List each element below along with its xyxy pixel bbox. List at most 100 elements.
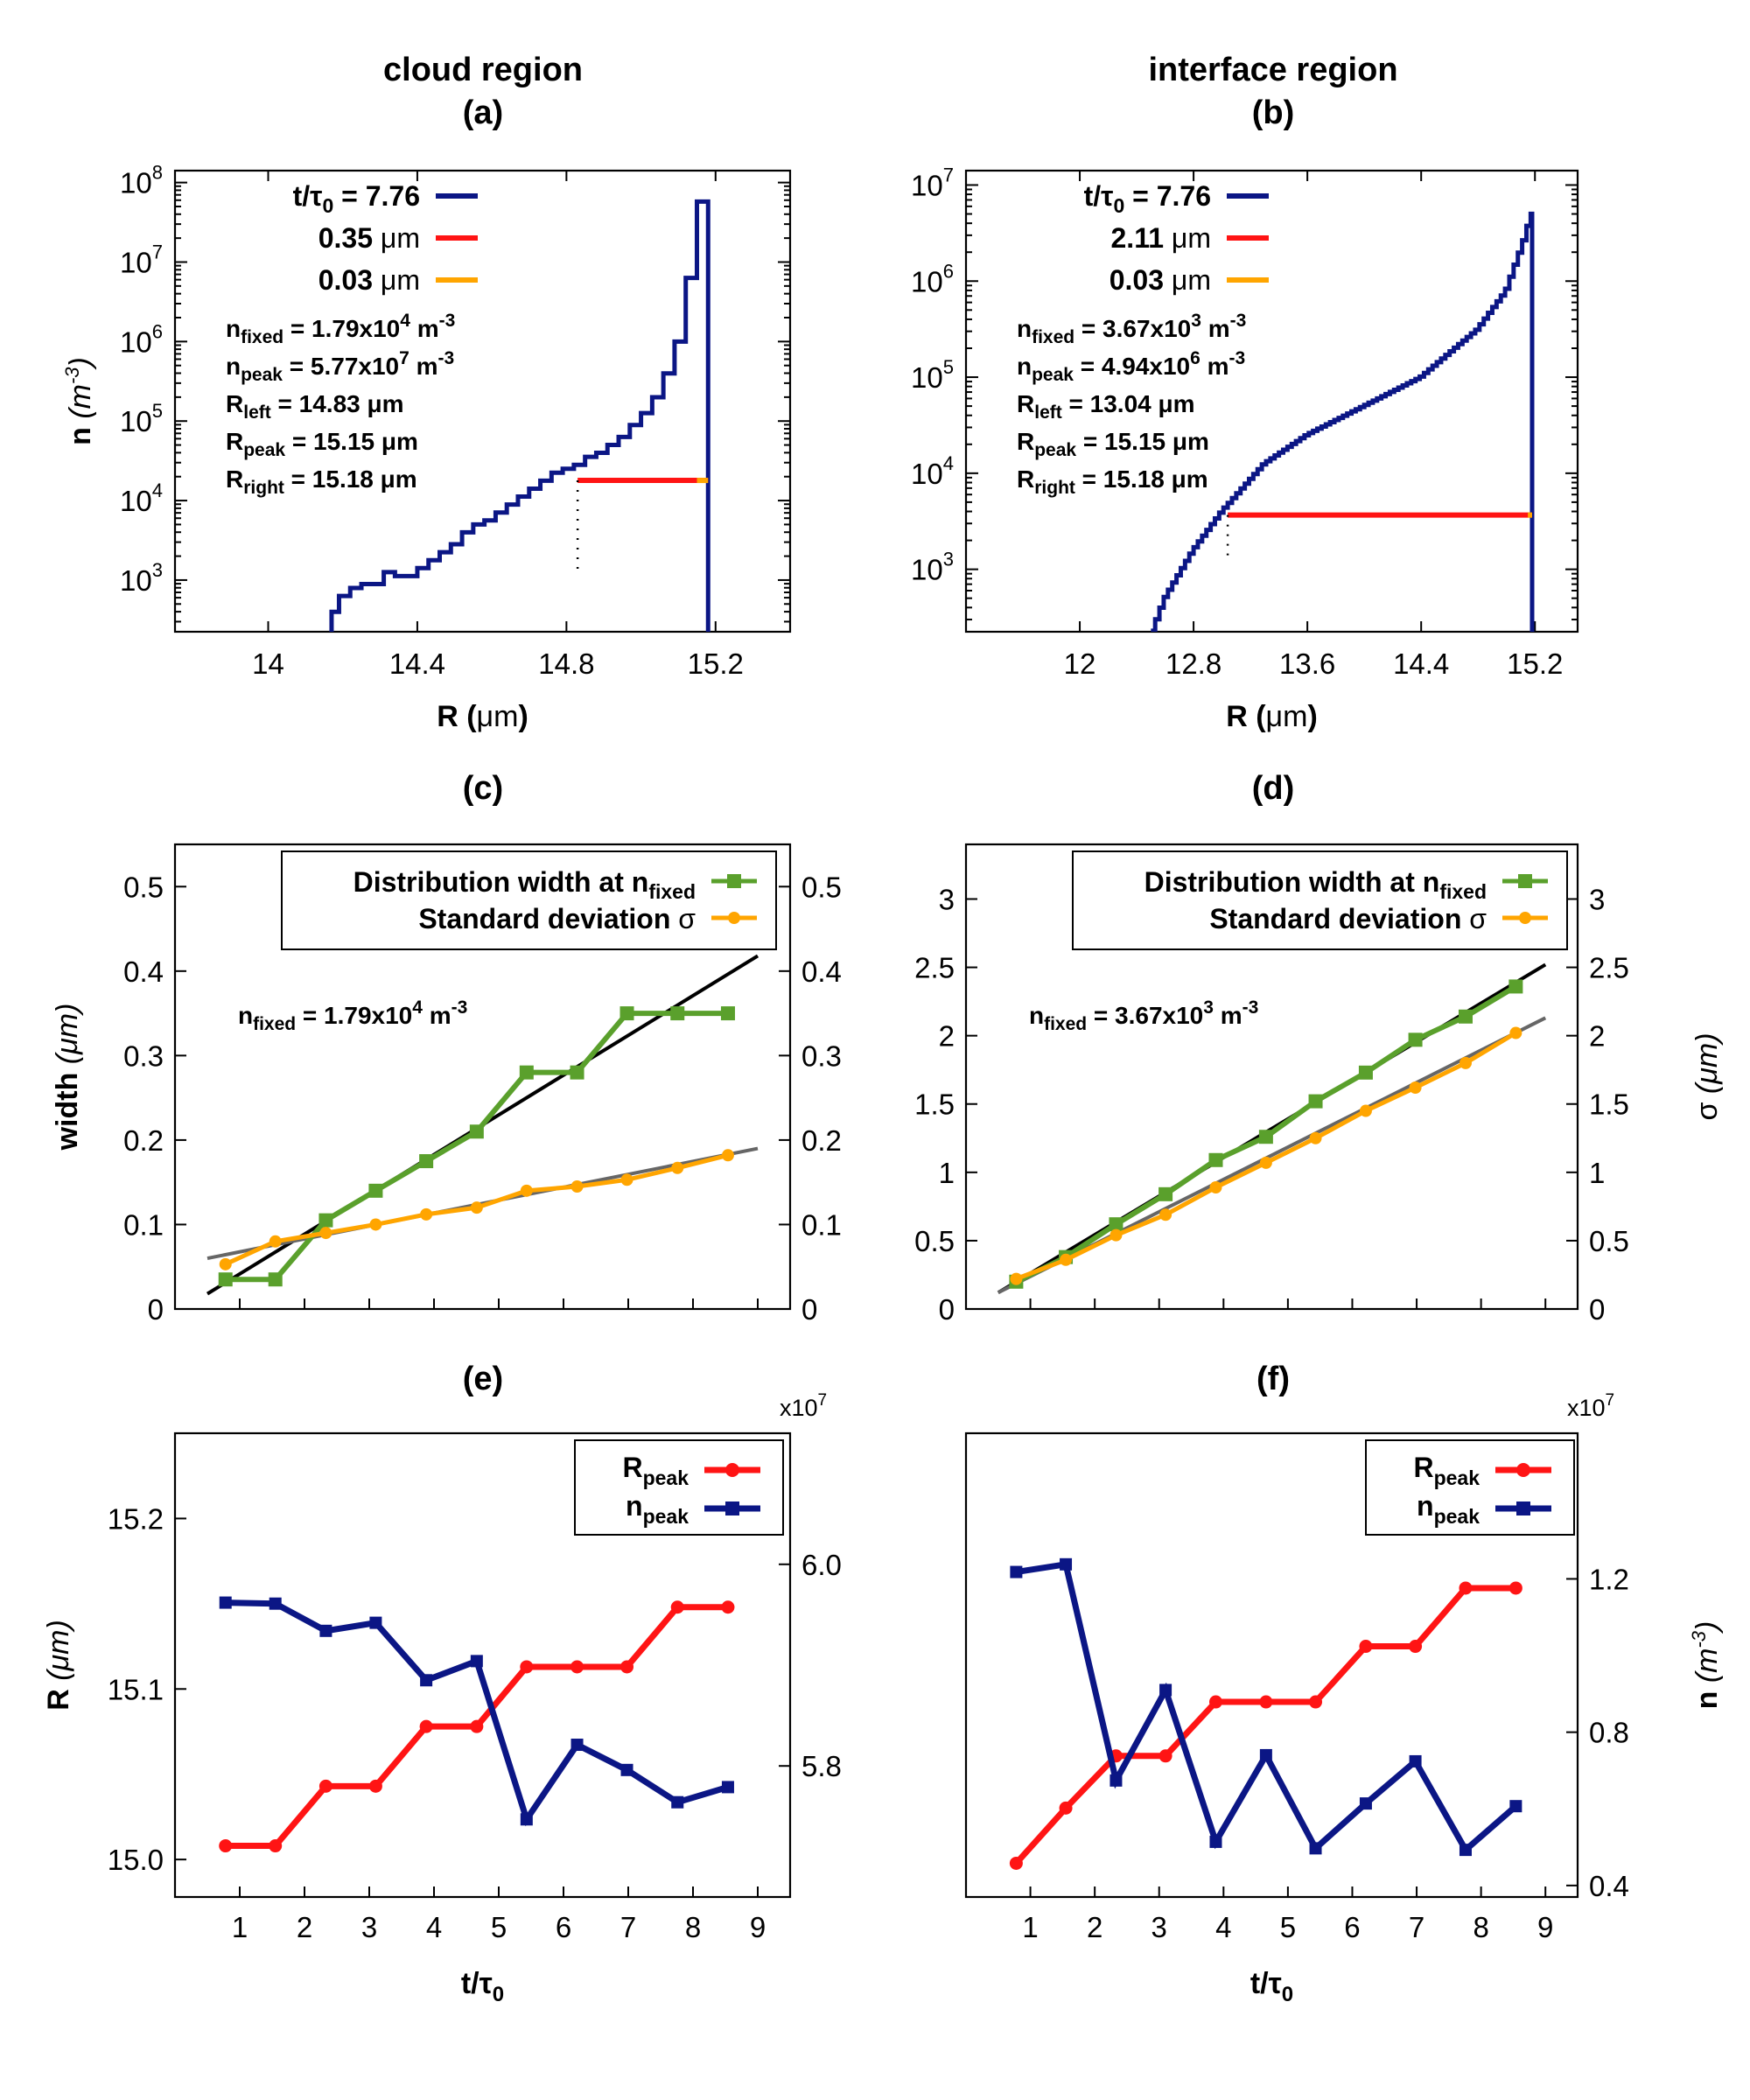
y-tick-label: 105 <box>911 356 954 394</box>
panel-b-histogram: 12 12.8 13.6 14.4 15.2 103 104 105 106 107 R (μm) t… <box>911 164 1579 733</box>
y-tick-label: 15.0 <box>108 1844 164 1876</box>
x-tick-label: 4 <box>426 1911 442 1943</box>
data-point-rpeak <box>368 1779 382 1793</box>
annotation-n-peak: npeak = 5.77x107 m-3 <box>226 348 454 385</box>
legend-label: 2.11 μm <box>1111 222 1212 254</box>
x-tick-label: 3 <box>1152 1911 1167 1943</box>
label-d: (d) <box>1252 770 1295 807</box>
data-point-rpeak <box>269 1839 283 1853</box>
data-point-sigma <box>470 1201 483 1214</box>
annotation-nfixed: nfixed = 1.79x104 m-3 <box>238 998 467 1034</box>
y-tick-label: 2.5 <box>914 952 955 984</box>
data-point-rpeak <box>520 1660 534 1674</box>
right-y-tick-label: 0.8 <box>1589 1717 1629 1749</box>
legend-label: Distribution width at nfixed <box>354 866 696 903</box>
axis-multiplier: x107 <box>1567 1391 1614 1421</box>
label-e: (e) <box>463 1361 503 1397</box>
data-point-width <box>1258 1130 1273 1144</box>
annotation-R-left: Rleft = 13.04 μm <box>1017 390 1195 423</box>
y-tick-label: 0 <box>148 1293 164 1326</box>
data-point-npeak <box>269 1597 282 1610</box>
heading-interface-region: interface region <box>1148 52 1397 88</box>
data-point-width <box>570 1065 584 1080</box>
right-y-tick-label: 0.3 <box>802 1040 842 1072</box>
legend-label: t/τ0 = 7.76 <box>293 180 420 217</box>
data-point-npeak <box>1409 1754 1422 1768</box>
x-tick-label: 6 <box>556 1911 571 1943</box>
y-tick-label: 107 <box>120 241 163 278</box>
x-tick-label: 15.2 <box>1507 648 1563 680</box>
data-point-width <box>368 1183 383 1198</box>
x-axis-label: R (μm) <box>437 700 528 733</box>
annotation-R-peak: Rpeak = 15.15 μm <box>226 428 418 460</box>
y-axis-label: width (μm) <box>51 1004 84 1152</box>
y-axis-label: σ (μm) <box>1690 1032 1724 1120</box>
data-point-sigma <box>420 1208 433 1221</box>
x-tick-label: 14.8 <box>538 648 594 680</box>
series-line-Rpeak <box>1013 1585 1516 1866</box>
data-point-sigma <box>319 1227 332 1240</box>
annotation-nfixed: nfixed = 3.67x103 m-3 <box>1029 998 1258 1034</box>
data-point-sigma <box>1110 1228 1123 1242</box>
legend-marker <box>727 874 741 888</box>
x-tick-label: 2 <box>297 1911 312 1943</box>
data-point-width <box>519 1065 534 1080</box>
legend-label: 0.35 μm <box>318 222 420 254</box>
heading-cloud-region: cloud region <box>383 52 583 88</box>
data-point-sigma <box>570 1180 584 1194</box>
y-tick-label: 104 <box>911 452 954 490</box>
data-point-npeak <box>1509 1800 1522 1813</box>
label-c: (c) <box>463 770 503 807</box>
data-point-width <box>1208 1152 1223 1167</box>
data-point-sigma <box>1060 1253 1073 1266</box>
data-point-rpeak <box>1208 1695 1222 1709</box>
y-tick-label: 0.5 <box>123 871 164 903</box>
right-y-tick-label: 2.5 <box>1589 952 1629 984</box>
legend-label: npeak <box>626 1490 689 1528</box>
x-tick-label: 6 <box>1344 1911 1360 1943</box>
legend-label: t/τ0 = 7.76 <box>1084 180 1211 217</box>
label-b: (b) <box>1252 94 1295 131</box>
data-point-sigma <box>1159 1208 1172 1222</box>
x-tick-label: 12.8 <box>1166 648 1222 680</box>
right-y-tick-label: 1.2 <box>1589 1563 1629 1595</box>
legend-marker <box>1516 1463 1530 1477</box>
legend-marker <box>725 1463 739 1477</box>
right-y-tick-label: 0.1 <box>802 1208 842 1241</box>
data-point-rpeak <box>470 1719 484 1733</box>
data-point-rpeak <box>1309 1695 1323 1709</box>
y-tick-label: 1.5 <box>914 1088 955 1121</box>
data-point-npeak <box>1359 1797 1372 1810</box>
data-point-sigma <box>1010 1272 1023 1285</box>
data-point-width <box>1408 1032 1423 1047</box>
data-point-width <box>218 1272 233 1287</box>
plot-frame <box>964 843 1579 1311</box>
data-point-npeak <box>1010 1565 1023 1578</box>
data-point-rpeak <box>620 1660 634 1674</box>
data-point-sigma <box>520 1184 533 1197</box>
y-tick-label: 3 <box>939 883 955 915</box>
data-point-rpeak <box>1359 1640 1373 1654</box>
y-tick-label: 0.1 <box>123 1208 164 1241</box>
data-point-width <box>318 1213 333 1228</box>
y-tick-label: 0.5 <box>914 1225 955 1257</box>
data-point-rpeak <box>1059 1801 1073 1815</box>
data-point-rpeak <box>670 1600 684 1614</box>
y-tick-label: 0 <box>939 1293 955 1326</box>
data-point-rpeak <box>1409 1640 1423 1654</box>
right-y-tick-label: 2 <box>1589 1020 1605 1053</box>
legend-marker <box>1518 874 1532 888</box>
y-tick-label: 0.4 <box>123 956 164 988</box>
y-tick-label: 103 <box>120 559 163 597</box>
x-tick-label: 14.4 <box>389 648 445 680</box>
legend-marker <box>1519 912 1531 924</box>
legend-box <box>574 1439 784 1536</box>
x-tick-label: 8 <box>1473 1911 1488 1943</box>
data-point-width <box>419 1154 434 1169</box>
data-point-rpeak <box>570 1660 584 1674</box>
data-point-npeak <box>570 1739 584 1752</box>
right-y-tick-label: 0.5 <box>802 871 842 903</box>
right-y-tick-label: 5.8 <box>802 1750 842 1782</box>
data-point-npeak <box>1459 1844 1472 1857</box>
x-tick-label: 5 <box>491 1911 507 1943</box>
